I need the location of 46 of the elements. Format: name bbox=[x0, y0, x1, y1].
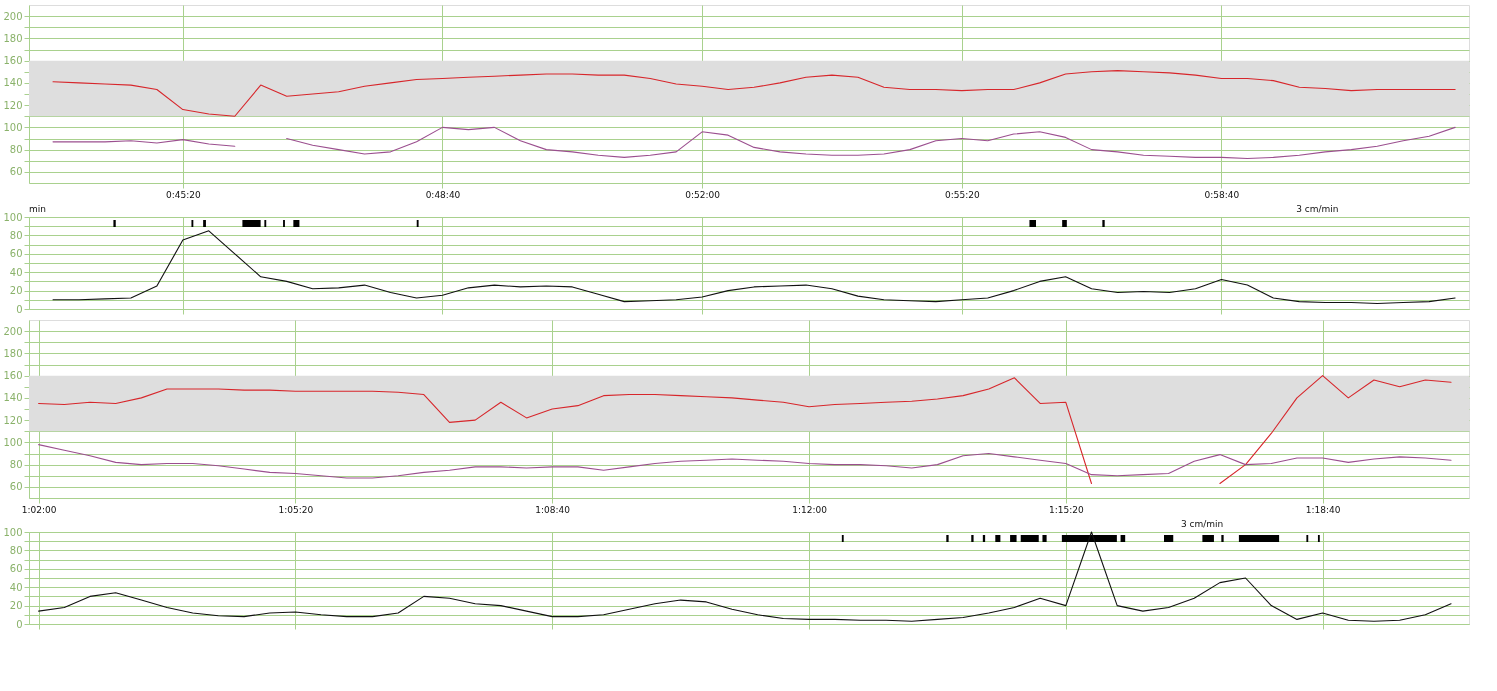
x-tick-label: 0:48:40 bbox=[425, 189, 461, 200]
y-tick-label: 100 bbox=[3, 121, 23, 133]
y-tick-label: 200 bbox=[3, 325, 23, 337]
y-tick-label: 100 bbox=[3, 436, 23, 448]
y-tick-label: 120 bbox=[3, 414, 23, 426]
line-series bbox=[52, 70, 1456, 117]
y-tick-label: 120 bbox=[3, 99, 23, 111]
line-series bbox=[52, 230, 1456, 305]
x-tick-label: 0:52:00 bbox=[685, 189, 721, 200]
y-tick-label: 20 bbox=[9, 600, 23, 612]
text: min bbox=[29, 204, 46, 214]
y-tick-label: 40 bbox=[9, 266, 23, 278]
y-tick-label: 180 bbox=[3, 32, 23, 44]
text: 3 cm/min bbox=[1181, 519, 1224, 529]
y-tick-label: 80 bbox=[9, 544, 23, 556]
y-tick-label: 0 bbox=[16, 618, 23, 630]
y-tick-label: 80 bbox=[9, 229, 23, 241]
y-tick-label: 100 bbox=[3, 211, 23, 223]
y-tick-label: 60 bbox=[9, 481, 23, 493]
y-tick-label: 80 bbox=[9, 144, 23, 156]
x-tick-label: 1:02:00 bbox=[21, 504, 57, 515]
y-tick-label: 20 bbox=[9, 285, 23, 297]
line-series bbox=[38, 531, 1452, 622]
y-tick-label: 160 bbox=[3, 370, 23, 382]
y-tick-label: 60 bbox=[9, 563, 23, 575]
x-tick-label: 0:45:20 bbox=[166, 189, 201, 200]
x-tick-label: 0:58:40 bbox=[1204, 189, 1240, 200]
y-tick-label: 200 bbox=[3, 10, 23, 22]
y-tick-label: 160 bbox=[3, 55, 23, 67]
y-tick-label: 40 bbox=[9, 581, 23, 593]
y-tick-label: 140 bbox=[3, 77, 23, 89]
y-tick-label: 80 bbox=[9, 459, 23, 471]
y-tick-label: 180 bbox=[3, 347, 23, 359]
x-tick-label: 1:05:20 bbox=[278, 504, 314, 515]
x-tick-label: 0:55:20 bbox=[944, 189, 980, 200]
x-tick-label: 1:15:20 bbox=[1048, 504, 1084, 515]
y-tick-label: 60 bbox=[9, 248, 23, 260]
y-tick-label: 60 bbox=[9, 166, 23, 178]
x-tick-label: 1:08:40 bbox=[535, 504, 571, 515]
text: 3 cm/min bbox=[1296, 204, 1339, 214]
y-tick-label: 0 bbox=[16, 303, 23, 315]
y-tick-label: 100 bbox=[3, 526, 23, 538]
x-tick-label: 1:18:40 bbox=[1305, 504, 1341, 515]
line-series bbox=[38, 444, 1452, 479]
y-tick-label: 140 bbox=[3, 392, 23, 404]
x-tick-label: 1:12:00 bbox=[792, 504, 828, 515]
